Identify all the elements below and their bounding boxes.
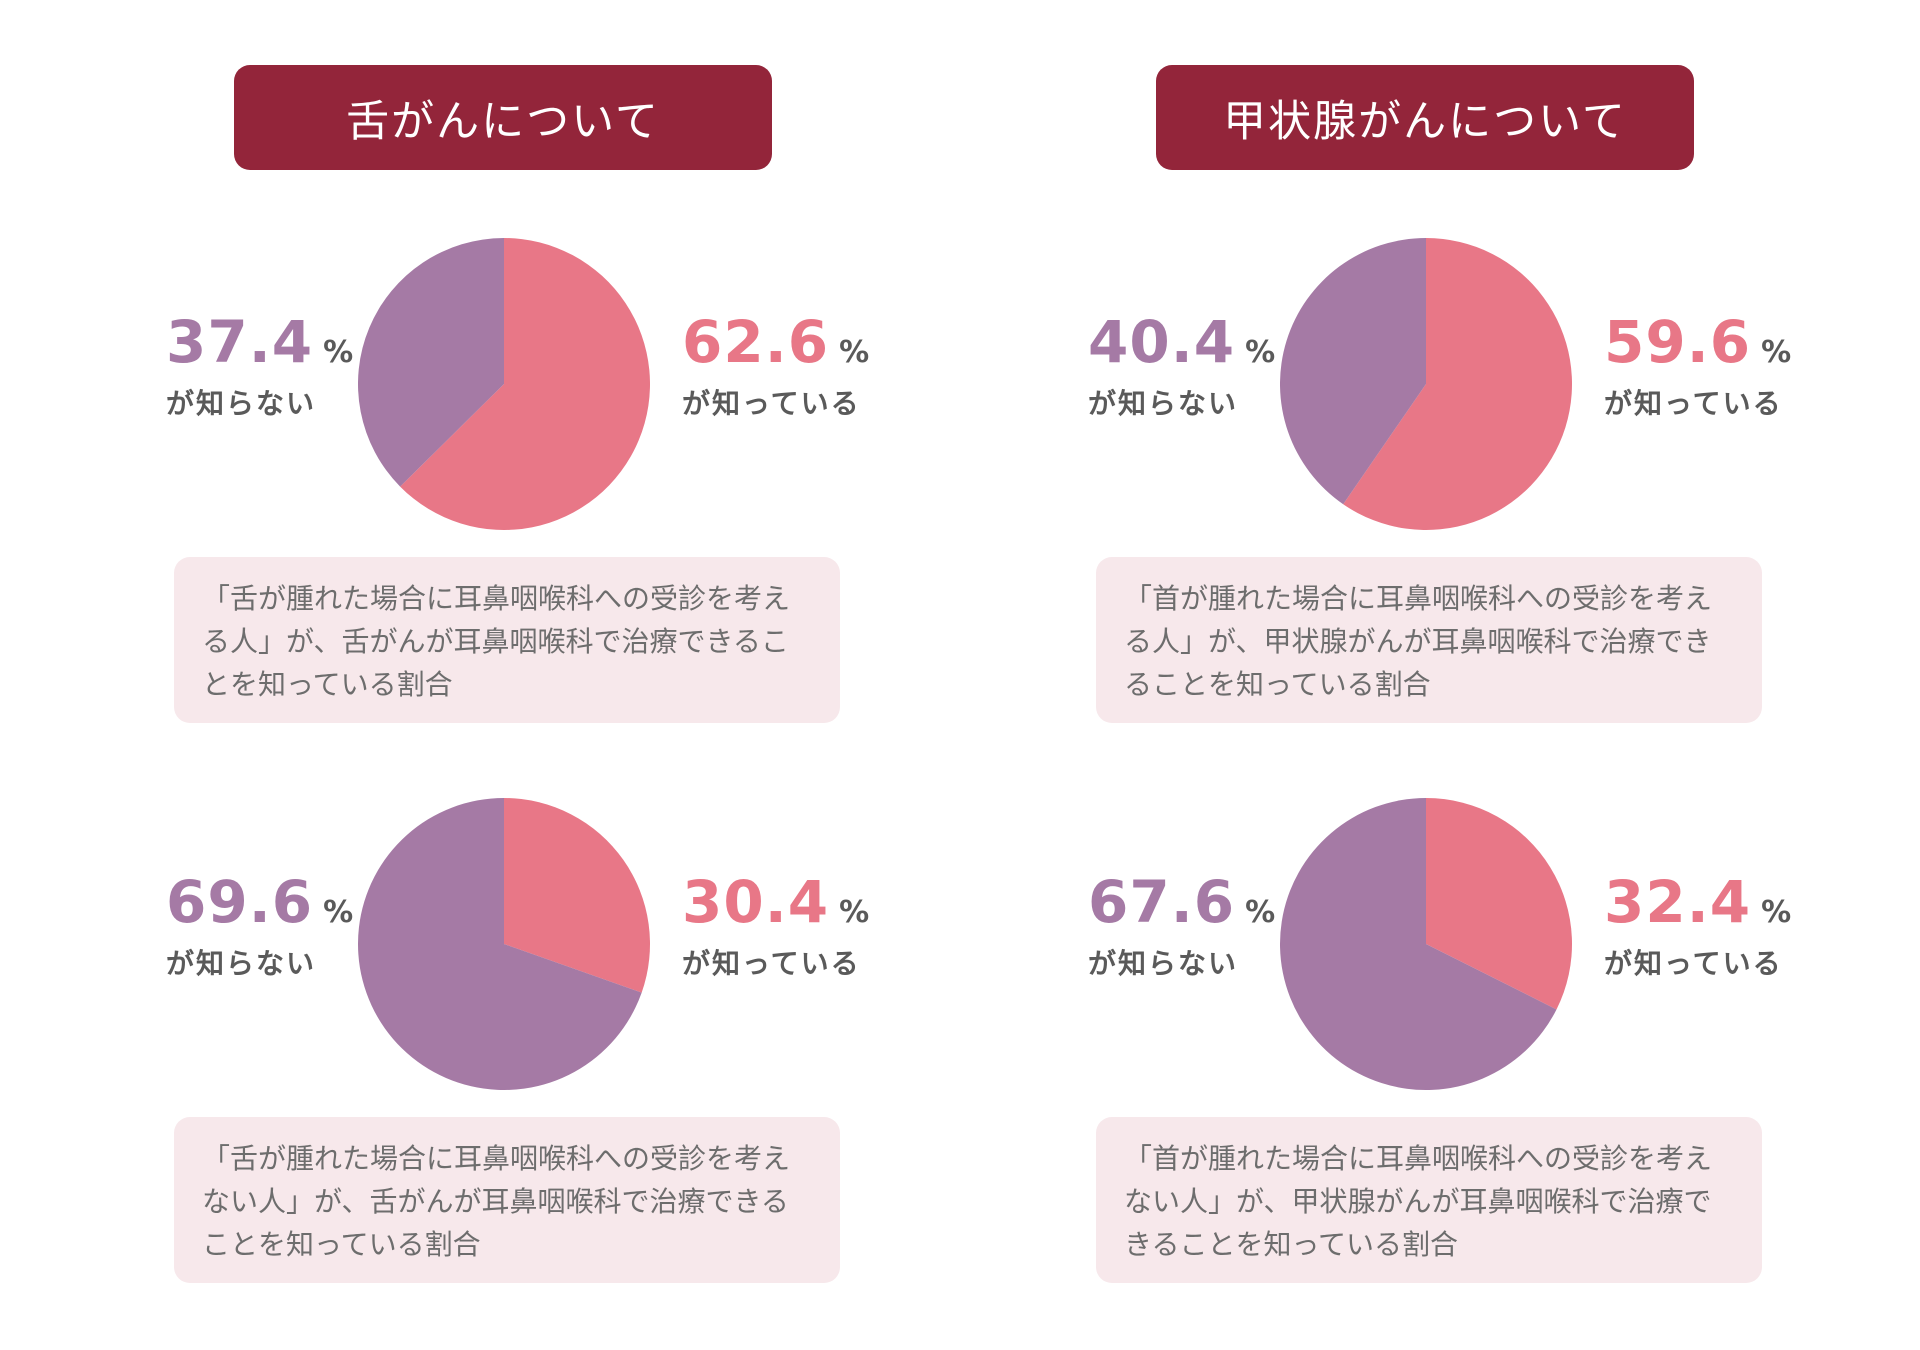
known-label: が知っている <box>1604 387 1783 420</box>
unknown-percent: 37.4 <box>166 308 314 376</box>
known-stat: 32.4 % が知っている <box>1604 868 1791 982</box>
pie-slice-known <box>504 798 650 993</box>
known-stat: 62.6 % が知っている <box>682 308 869 422</box>
known-percent: 62.6 <box>682 308 830 376</box>
known-label: が知っている <box>682 387 861 420</box>
pie-chart <box>1280 798 1572 1090</box>
unknown-stat: 67.6 % が知らない <box>1088 868 1275 982</box>
percent-sign: % <box>839 895 870 930</box>
section-thyroid-cancer: 甲状腺がんについて 40.4 % が知らない 59.6 % が知っている 「首が… <box>922 0 1882 1329</box>
unknown-label: が知らない <box>166 947 317 980</box>
known-percent: 30.4 <box>682 868 830 936</box>
pie-chart <box>358 238 650 530</box>
section-tongue-cancer: 舌がんについて 37.4 % が知らない 62.6 % が知っている 「舌が腫れ… <box>0 0 960 1329</box>
known-stat: 59.6 % が知っている <box>1604 308 1791 422</box>
pie-slice-known <box>1426 798 1572 1010</box>
chart-panel: 69.6 % が知らない 30.4 % が知っている 「舌が腫れた場合に耳鼻咽喉… <box>0 790 960 1350</box>
known-stat: 30.4 % が知っている <box>682 868 869 982</box>
percent-sign: % <box>1245 335 1276 370</box>
known-percent: 32.4 <box>1604 868 1752 936</box>
unknown-stat: 40.4 % が知らない <box>1088 308 1275 422</box>
pie-slice-unknown <box>1280 238 1426 505</box>
pie-slice-known <box>1343 238 1572 530</box>
pie-slice-unknown <box>358 238 504 487</box>
unknown-percent: 69.6 <box>166 868 314 936</box>
unknown-label: が知らない <box>166 387 317 420</box>
pie-slice-unknown <box>1280 798 1557 1090</box>
chart-caption: 「首が腫れた場合に耳鼻咽喉科への受診を考えない人」が、甲状腺がんが耳鼻咽喉科で治… <box>1096 1117 1762 1283</box>
percent-sign: % <box>323 335 354 370</box>
known-label: が知っている <box>682 947 861 980</box>
unknown-stat: 69.6 % が知らない <box>166 868 353 982</box>
percent-sign: % <box>323 895 354 930</box>
pie-chart <box>1280 238 1572 530</box>
chart-panel: 40.4 % が知らない 59.6 % が知っている 「首が腫れた場合に耳鼻咽喉… <box>922 230 1882 790</box>
unknown-percent: 40.4 <box>1088 308 1236 376</box>
percent-sign: % <box>1245 895 1276 930</box>
section-title: 舌がんについて <box>234 65 772 170</box>
unknown-label: が知らない <box>1088 947 1239 980</box>
section-title: 甲状腺がんについて <box>1156 65 1694 170</box>
pie-slice-known <box>400 238 650 530</box>
chart-panel: 37.4 % が知らない 62.6 % が知っている 「舌が腫れた場合に耳鼻咽喉… <box>0 230 960 790</box>
known-percent: 59.6 <box>1604 308 1752 376</box>
chart-caption: 「舌が腫れた場合に耳鼻咽喉科への受診を考えない人」が、舌がんが耳鼻咽喉科で治療で… <box>174 1117 840 1283</box>
chart-panel: 67.6 % が知らない 32.4 % が知っている 「首が腫れた場合に耳鼻咽喉… <box>922 790 1882 1350</box>
pie-slice-unknown <box>358 798 642 1090</box>
unknown-label: が知らない <box>1088 387 1239 420</box>
chart-caption: 「首が腫れた場合に耳鼻咽喉科への受診を考える人」が、甲状腺がんが耳鼻咽喉科で治療… <box>1096 557 1762 723</box>
unknown-stat: 37.4 % が知らない <box>166 308 353 422</box>
known-label: が知っている <box>1604 947 1783 980</box>
pie-chart <box>358 798 650 1090</box>
percent-sign: % <box>839 335 870 370</box>
chart-caption: 「舌が腫れた場合に耳鼻咽喉科への受診を考える人」が、舌がんが耳鼻咽喉科で治療でき… <box>174 557 840 723</box>
unknown-percent: 67.6 <box>1088 868 1236 936</box>
percent-sign: % <box>1761 895 1792 930</box>
percent-sign: % <box>1761 335 1792 370</box>
